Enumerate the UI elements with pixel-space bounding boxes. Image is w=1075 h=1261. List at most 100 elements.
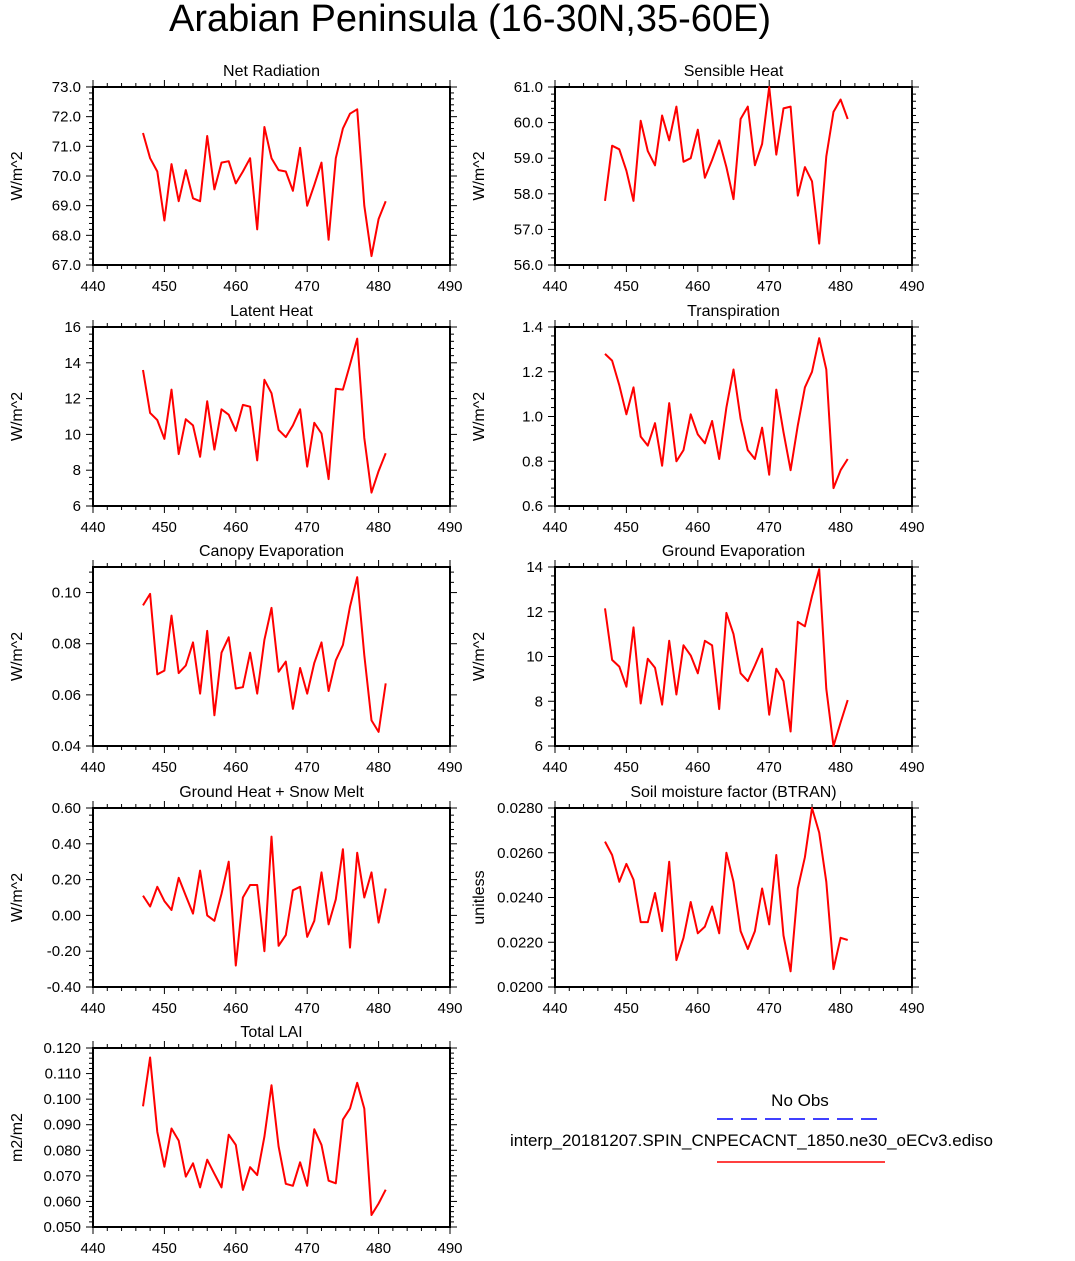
panel-8-xtick-label: 470 (757, 1000, 782, 1017)
panel-8-ytick-label: 0.0280 (497, 800, 543, 817)
panel-7-title: Ground Heat + Snow Melt (179, 784, 364, 801)
panel-9-ytick-label: 0.060 (43, 1193, 81, 1210)
panel-8-frame (554, 807, 913, 988)
panel-8-xtick-label: 460 (685, 1000, 710, 1017)
panel-8-xtick-label: 440 (542, 1000, 567, 1017)
panel-7-ytick-label: 0.40 (52, 836, 81, 853)
panel-9-xtick-label: 470 (295, 1240, 320, 1257)
panel-7-frame (92, 807, 451, 988)
panel-1-title: Net Radiation (223, 63, 320, 80)
panel-3-xtick-label: 460 (223, 519, 248, 536)
panel-4-xtick-label: 490 (899, 519, 924, 536)
panel-9-ytick-label: 0.050 (43, 1219, 81, 1236)
panel-1-ytick-label: 71.0 (52, 138, 81, 155)
panel-5-xtick-label: 460 (223, 759, 248, 776)
panel-9-xtick-label: 480 (366, 1240, 391, 1257)
panel-2-title: Sensible Heat (684, 63, 784, 80)
panel-1-ytick-label: 69.0 (52, 198, 81, 215)
panel-5-title: Canopy Evaporation (199, 543, 344, 560)
panel-5-xtick-label: 440 (80, 759, 105, 776)
panel-4-ytick-label: 1.0 (522, 409, 543, 426)
panel-2-xtick-label: 460 (685, 278, 710, 295)
panel-7-ytick-label: -0.20 (47, 943, 81, 960)
panel-9-xtick-label: 490 (437, 1240, 462, 1257)
panel-3-xtick-label: 440 (80, 519, 105, 536)
panel-7-series-line (142, 835, 387, 967)
panel-7-xtick-label: 480 (366, 1000, 391, 1017)
panel-5-ytick-label: 0.08 (52, 636, 81, 653)
page-title: Arabian Peninsula (16-30N,35-60E) (168, 0, 772, 40)
panel-1-xtick-label: 490 (437, 278, 462, 295)
panel-2-ytick-label: 58.0 (514, 186, 543, 203)
panel-7-ytick-label: -0.40 (47, 979, 81, 996)
panel-5-xtick-label: 490 (437, 759, 462, 776)
panel-4-title: Transpiration (687, 303, 780, 320)
panel-9-series-line (142, 1056, 387, 1216)
panel-6-xtick-label: 490 (899, 759, 924, 776)
panel-6-ytick-label: 6 (535, 738, 543, 755)
panel-4-xtick-label: 460 (685, 519, 710, 536)
panel-3-series-line (142, 337, 387, 494)
panel-3-ytick-label: 16 (64, 319, 81, 336)
panel-3-title: Latent Heat (230, 303, 313, 320)
panel-1-xtick-label: 460 (223, 278, 248, 295)
panel-7-xtick-label: 440 (80, 1000, 105, 1017)
panel-8-ytick-label: 0.0240 (497, 890, 543, 907)
panel-6-ytick-label: 10 (526, 649, 543, 666)
panel-9-title: Total LAI (240, 1024, 302, 1041)
panel-7-ylabel: W/m^2 (9, 873, 26, 922)
panel-3-xtick-label: 470 (295, 519, 320, 536)
panel-2-xtick-label: 440 (542, 278, 567, 295)
panel-7-xtick-label: 450 (152, 1000, 177, 1017)
panel-2-ytick-label: 61.0 (514, 79, 543, 96)
panel-6-ylabel: W/m^2 (471, 632, 488, 681)
panel-8-ytick-label: 0.0220 (497, 934, 543, 951)
panel-8-ylabel: unitless (471, 870, 488, 924)
panel-6-xtick-label: 480 (828, 759, 853, 776)
panel-7-xtick-label: 470 (295, 1000, 320, 1017)
panel-6-ytick-label: 14 (526, 559, 543, 576)
panel-1-xtick-label: 450 (152, 278, 177, 295)
panel-3-xtick-label: 450 (152, 519, 177, 536)
panel-1-ytick-label: 68.0 (52, 227, 81, 244)
panel-4-ytick-label: 0.8 (522, 453, 543, 470)
panel-7-ytick-label: 0.00 (52, 907, 81, 924)
panel-2-ytick-label: 56.0 (514, 257, 543, 274)
panel-1-ylabel: W/m^2 (9, 151, 26, 200)
panel-5-ytick-label: 0.04 (52, 738, 81, 755)
panel-2-xtick-label: 470 (757, 278, 782, 295)
panel-1-ytick-label: 72.0 (52, 109, 81, 126)
panel-2-ytick-label: 57.0 (514, 221, 543, 238)
panel-1-ytick-label: 67.0 (52, 257, 81, 274)
panel-6-title: Ground Evaporation (662, 543, 805, 560)
panel-7-ytick-label: 0.60 (52, 800, 81, 817)
panel-6-xtick-label: 470 (757, 759, 782, 776)
panel-9-ytick-label: 0.070 (43, 1168, 81, 1185)
panel-6-xtick-label: 460 (685, 759, 710, 776)
panel-1-xtick-label: 470 (295, 278, 320, 295)
panel-5-ytick-label: 0.10 (52, 585, 81, 602)
panel-6-ytick-label: 8 (535, 693, 543, 710)
panel-9-ytick-label: 0.100 (43, 1091, 81, 1108)
panel-7-xtick-label: 460 (223, 1000, 248, 1017)
panel-3-ylabel: W/m^2 (9, 392, 26, 441)
panel-4-ylabel: W/m^2 (471, 392, 488, 441)
panel-2-ylabel: W/m^2 (471, 151, 488, 200)
panel-2-frame (554, 86, 913, 266)
panel-6-frame (554, 566, 913, 747)
panel-9-frame (92, 1047, 451, 1228)
legend-label-no-obs: No Obs (771, 1091, 829, 1110)
panel-8-xtick-label: 490 (899, 1000, 924, 1017)
panel-7-xtick-label: 490 (437, 1000, 462, 1017)
panel-3-xtick-label: 480 (366, 519, 391, 536)
panel-6-xtick-label: 440 (542, 759, 567, 776)
panel-4-ytick-label: 1.2 (522, 364, 543, 381)
panel-1-series-line (142, 108, 387, 258)
panel-1-xtick-label: 480 (366, 278, 391, 295)
panel-1-ytick-label: 70.0 (52, 168, 81, 185)
panel-1-frame (92, 86, 451, 266)
panel-9-xtick-label: 440 (80, 1240, 105, 1257)
panel-5-xtick-label: 450 (152, 759, 177, 776)
panel-2-xtick-label: 480 (828, 278, 853, 295)
panel-4-xtick-label: 480 (828, 519, 853, 536)
